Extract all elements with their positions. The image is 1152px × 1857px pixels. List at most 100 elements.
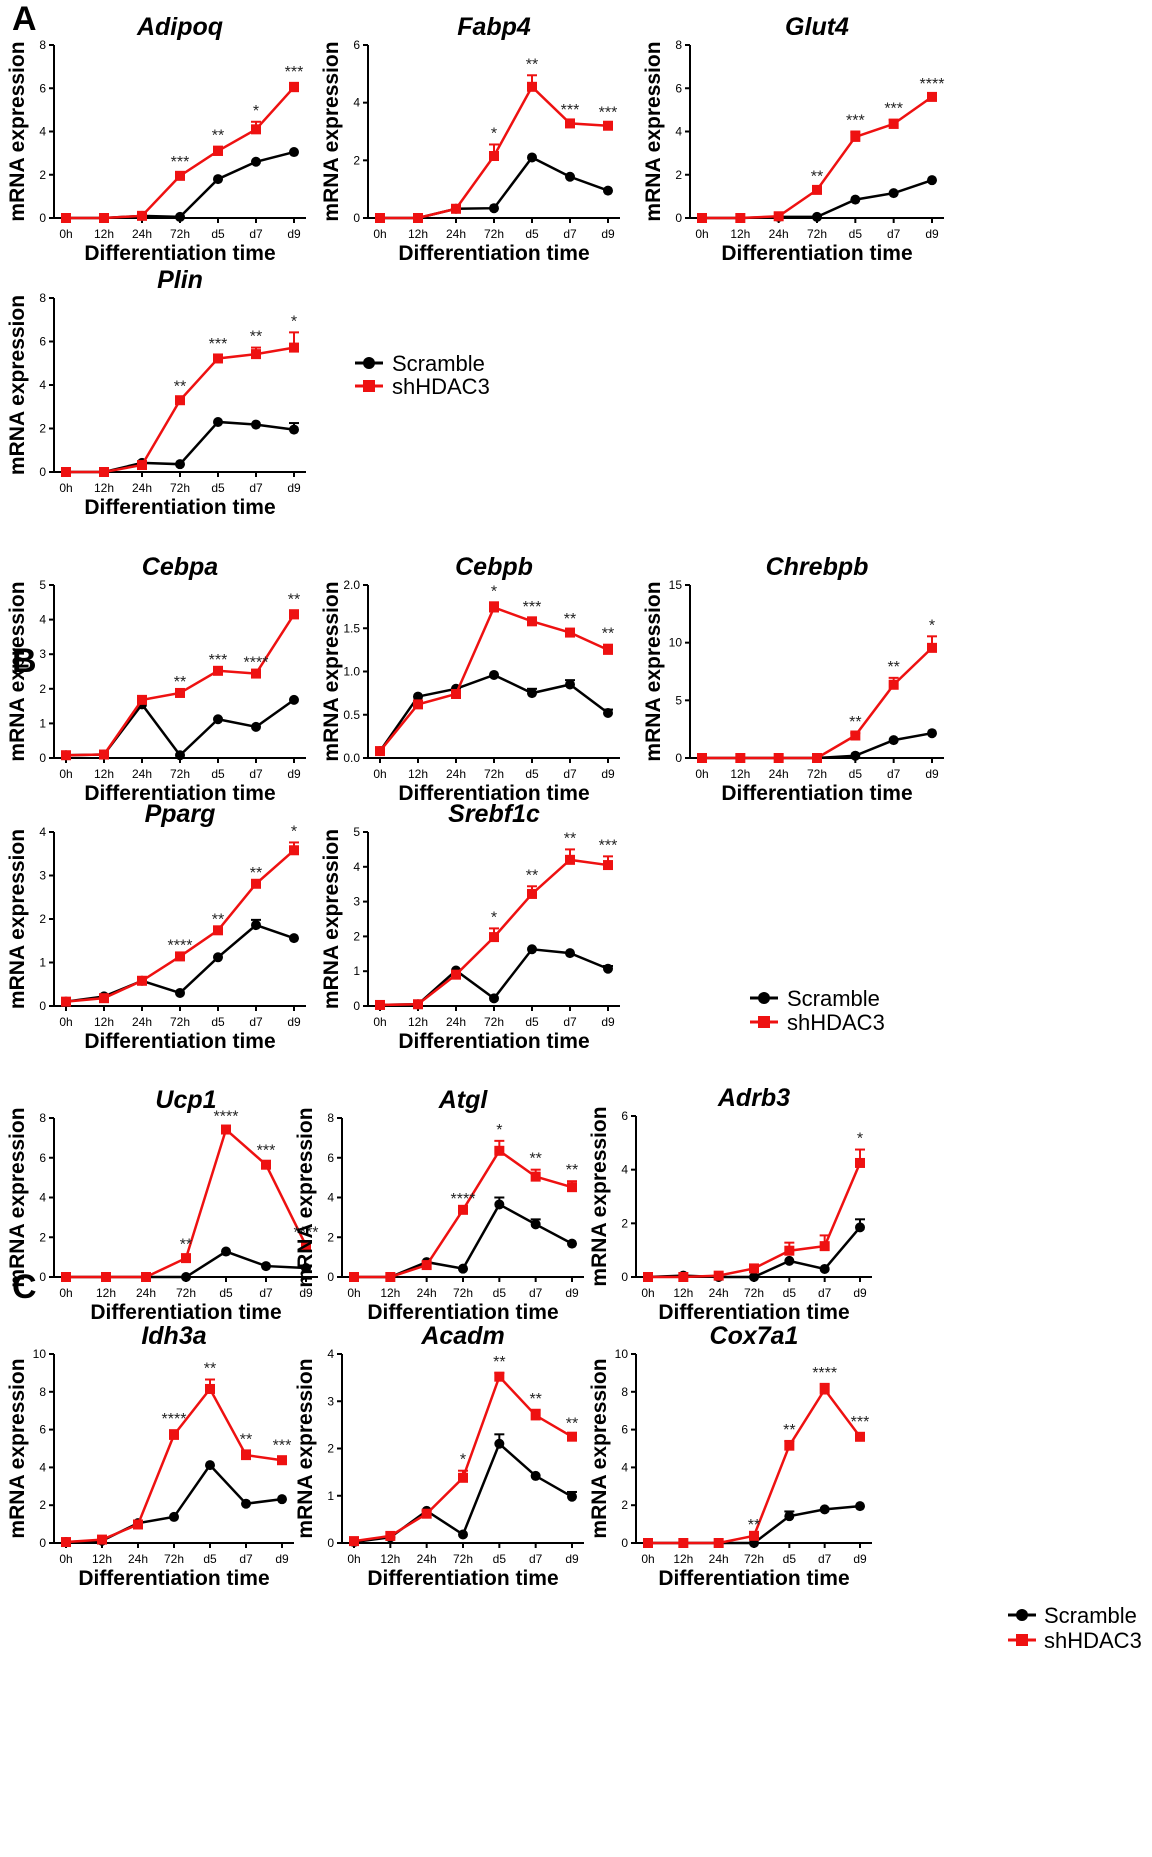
data-point-scramble: [489, 993, 499, 1004]
data-point-shhdac3: [137, 694, 147, 705]
data-point-shhdac3: [812, 184, 822, 195]
y-tick-label: 1.5: [343, 621, 360, 635]
x-tick-label: d7: [818, 1286, 832, 1300]
x-tick-label: d9: [565, 1286, 579, 1300]
data-point-shhdac3: [413, 699, 423, 710]
x-axis-title: Differentiation time: [84, 782, 275, 805]
y-tick-label: 1.0: [343, 665, 360, 679]
data-point-scramble: [458, 1263, 468, 1274]
chart-title: Idh3a: [141, 1322, 206, 1350]
y-tick-label: 4: [621, 1163, 628, 1177]
y-tick-label: 10: [33, 1347, 47, 1361]
x-tick-label: d7: [818, 1552, 832, 1566]
x-tick-label: d9: [287, 227, 301, 241]
data-point-scramble: [289, 694, 299, 705]
legend-scramble-marker: [758, 992, 770, 1004]
x-tick-label: d5: [525, 1015, 539, 1029]
y-tick-label: 0: [39, 1536, 46, 1550]
y-tick-label: 6: [675, 81, 682, 95]
y-tick-label: 4: [353, 860, 360, 874]
significance-label: *: [460, 1452, 466, 1469]
x-tick-label: 12h: [408, 227, 428, 241]
data-point-scramble: [301, 1263, 311, 1274]
data-point-scramble: [850, 750, 861, 761]
data-point-shhdac3: [213, 353, 223, 364]
chart-cebpa: Cebpa 0 1 2 3 4 5 0h 12h 24h 72h d5 d7 d9 Differentiat…: [6, 553, 306, 805]
x-tick-label: d7: [563, 227, 577, 241]
data-point-scramble: [181, 1272, 191, 1282]
data-point-scramble: [567, 1238, 577, 1249]
data-point-scramble: [527, 944, 537, 955]
x-tick-label: d7: [239, 1552, 253, 1566]
y-tick-label: 6: [327, 1151, 334, 1165]
significance-label: **: [783, 1422, 795, 1439]
data-point-shhdac3: [61, 467, 71, 477]
significance-label: **: [564, 611, 576, 628]
data-point-scramble: [603, 708, 613, 719]
x-tick-label: 72h: [164, 1552, 184, 1566]
significance-label: ***: [561, 102, 580, 119]
y-tick-label: 4: [327, 1191, 334, 1205]
x-tick-label: d5: [211, 481, 225, 495]
y-tick-label: 6: [39, 1151, 46, 1165]
y-tick-label: 1: [39, 716, 46, 730]
x-tick-label: d7: [887, 227, 901, 241]
chart-title: Cebpb: [455, 553, 533, 581]
data-point-shhdac3: [735, 213, 746, 223]
x-tick-label: 24h: [128, 1552, 148, 1566]
data-point-scramble: [213, 416, 223, 427]
significance-label: **: [566, 1162, 578, 1179]
data-point-scramble: [221, 1246, 231, 1257]
data-point-shhdac3: [101, 1272, 111, 1282]
y-tick-label: 3: [327, 1394, 334, 1408]
y-tick-label: 2: [327, 1230, 334, 1244]
data-point-shhdac3: [643, 1272, 653, 1282]
chart-title: Srebf1c: [448, 800, 540, 828]
data-point-scramble: [603, 185, 613, 196]
data-point-shhdac3: [567, 1431, 577, 1442]
legend-bottom: Scramble shHDAC3: [1008, 1603, 1142, 1653]
x-tick-label: d5: [525, 767, 539, 781]
x-tick-label: d5: [203, 1552, 217, 1566]
x-tick-label: 12h: [408, 767, 428, 781]
data-point-scramble: [241, 1498, 251, 1509]
y-axis-title: mRNA expression: [320, 829, 343, 1009]
x-tick-label: 0h: [347, 1552, 360, 1566]
data-point-shhdac3: [927, 642, 937, 653]
data-point-shhdac3: [99, 749, 109, 760]
y-tick-label: 0: [39, 465, 46, 479]
y-axis-title: mRNA expression: [642, 581, 665, 761]
significance-label: **: [250, 865, 262, 882]
y-tick-label: 3: [39, 647, 46, 661]
x-tick-label: 12h: [94, 481, 114, 495]
x-axis-title: Differentiation time: [367, 1301, 558, 1324]
data-point-shhdac3: [241, 1450, 251, 1461]
y-axis-title: mRNA expression: [588, 1358, 611, 1538]
y-tick-label: 4: [39, 125, 46, 139]
x-tick-label: d7: [529, 1286, 543, 1300]
x-tick-label: 24h: [132, 1015, 152, 1029]
data-point-shhdac3: [385, 1272, 396, 1282]
data-point-shhdac3: [784, 1245, 795, 1256]
significance-label: **: [288, 591, 300, 608]
legend-shhdac3-label: shHDAC3: [1044, 1628, 1142, 1653]
data-point-scramble: [261, 1261, 271, 1272]
x-axis-title: Differentiation time: [78, 1567, 269, 1590]
significance-label: **: [564, 830, 576, 847]
significance-label: ****: [168, 937, 193, 954]
x-tick-label: 0h: [347, 1286, 360, 1300]
data-point-shhdac3: [421, 1508, 432, 1519]
significance-label: *: [929, 617, 935, 634]
significance-label: **: [174, 674, 186, 691]
x-tick-label: 0h: [641, 1286, 654, 1300]
data-point-shhdac3: [773, 753, 784, 763]
legend-shhdac3-marker: [758, 1016, 770, 1028]
data-point-shhdac3: [175, 687, 185, 698]
x-tick-label: d9: [925, 227, 939, 241]
data-point-shhdac3: [375, 999, 385, 1010]
y-tick-label: 4: [39, 825, 46, 839]
x-tick-label: d7: [259, 1286, 273, 1300]
x-axis-title: Differentiation time: [90, 1301, 281, 1324]
x-tick-label: d7: [249, 481, 263, 495]
